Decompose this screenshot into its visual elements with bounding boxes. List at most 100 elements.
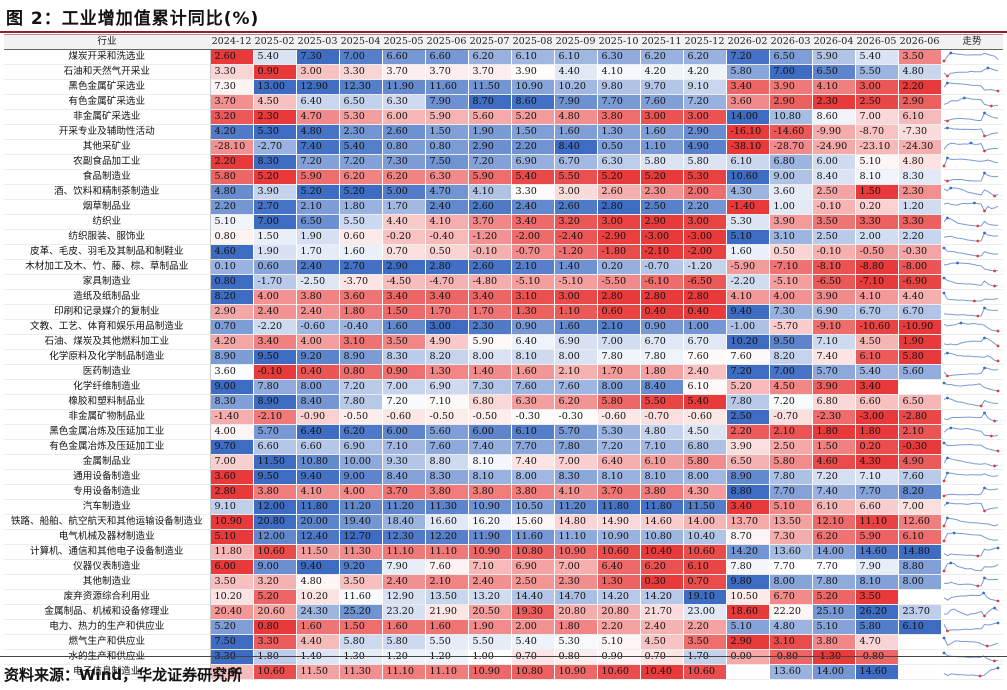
- table-row: 汽车制造业 9.10 12.00 11.80 11.20 11.20 11.30 10.90 1…: [4, 499, 1003, 515]
- value-cell: 13.60: [769, 664, 813, 680]
- sparkline-path: [943, 202, 998, 212]
- value-cell: 2.90: [683, 124, 727, 140]
- value-cell: 8.30: [210, 394, 254, 410]
- value-cell: 3.40: [726, 79, 770, 95]
- value-cell: 9.30: [382, 454, 426, 470]
- value-cell: 1.60: [511, 364, 555, 380]
- value-cell: 8.70: [468, 94, 512, 110]
- sparkline-path: [943, 442, 998, 452]
- sparkline-max-marker: [982, 231, 986, 235]
- value-cell: [726, 664, 770, 680]
- value-cell: 8.00: [468, 349, 512, 365]
- value-cell: 10.40: [683, 529, 727, 545]
- value-cell: 8.30: [253, 154, 297, 170]
- value-cell: 5.90: [296, 169, 340, 185]
- sparkline-path: [943, 607, 998, 617]
- value-cell: 5.90: [855, 529, 899, 545]
- value-cell: 20.50: [468, 604, 512, 620]
- value-cell: 1.30: [597, 574, 641, 590]
- trend-cell: [941, 439, 1003, 455]
- value-cell: 3.70: [597, 484, 641, 500]
- value-cell: 3.00: [425, 319, 469, 335]
- sparkline-max-marker: [945, 126, 949, 130]
- value-cell: 6.00: [382, 109, 426, 125]
- value-cell: 6.60: [296, 439, 340, 455]
- value-cell: [898, 634, 942, 650]
- value-cell: 7.80: [554, 439, 598, 455]
- header-period: 2025-10: [597, 34, 640, 50]
- value-cell: 1.50: [253, 229, 297, 245]
- value-cell: 14.90: [597, 514, 641, 530]
- value-cell: 12.90: [382, 589, 426, 605]
- value-cell: 3.00: [554, 184, 598, 200]
- value-cell: 7.90: [382, 559, 426, 575]
- value-cell: 8.00: [511, 469, 555, 485]
- value-cell: 6.80: [812, 394, 856, 410]
- value-cell: 8.10: [468, 469, 512, 485]
- value-cell: 5.20: [253, 169, 297, 185]
- value-cell: 5.10: [726, 619, 770, 635]
- value-cell: 18.40: [382, 514, 426, 530]
- value-cell: 13.20: [468, 589, 512, 605]
- value-cell: 2.20: [898, 229, 942, 245]
- value-cell: 2.70: [253, 199, 297, 215]
- trend-sparkline: [943, 216, 998, 228]
- value-cell: 10.90: [554, 664, 598, 680]
- value-cell: 3.40: [511, 214, 555, 230]
- sparkline-path: [943, 367, 998, 377]
- value-cell: -1.80: [597, 244, 641, 260]
- value-cell: 4.40: [382, 214, 426, 230]
- value-cell: 4.70: [855, 634, 899, 650]
- value-cell: 8.00: [597, 379, 641, 395]
- value-cell: 7.00: [554, 454, 598, 470]
- value-cell: -7.30: [898, 124, 942, 140]
- value-cell: 1.80: [339, 199, 383, 215]
- value-cell: 14.60: [855, 664, 899, 680]
- value-cell: 7.70: [769, 559, 813, 575]
- value-cell: 1.50: [855, 184, 899, 200]
- value-cell: 0.10: [210, 259, 254, 275]
- value-cell: 6.10: [726, 154, 770, 170]
- value-cell: 3.50: [210, 574, 254, 590]
- value-cell: 26.20: [855, 604, 899, 620]
- value-cell: 3.30: [253, 634, 297, 650]
- value-cell: 8.00: [296, 379, 340, 395]
- value-cell: 6.20: [683, 49, 727, 65]
- value-cell: 4.80: [898, 64, 942, 80]
- value-cell: 10.90: [210, 514, 254, 530]
- value-cell: 9.40: [726, 304, 770, 320]
- sparkline-path: [943, 52, 998, 62]
- value-cell: 14.00: [726, 109, 770, 125]
- value-cell: 2.50: [812, 184, 856, 200]
- value-cell: 1.80: [253, 649, 297, 665]
- value-cell: 7.00: [339, 49, 383, 65]
- trend-sparkline: [942, 441, 999, 453]
- value-cell: 10.50: [726, 589, 770, 605]
- value-cell: 5.80: [855, 619, 899, 635]
- value-cell: -5.10: [511, 274, 555, 290]
- value-cell: 3.40: [726, 499, 770, 515]
- value-cell: 4.00: [296, 334, 340, 350]
- sparkline-min-marker: [996, 449, 999, 453]
- table-row: 金属制品业 7.00 11.50 10.80 10.00 9.30 8.80 8.10 7.40…: [4, 454, 1003, 470]
- value-cell: 0.80: [210, 229, 254, 245]
- table-row: 其他制造业 3.50 3.20 4.80 3.50 2.40 2.10 2.40 2.50 2.3…: [4, 574, 1003, 590]
- sparkline-path: [943, 517, 998, 527]
- value-cell: 2.90: [382, 259, 426, 275]
- value-cell: -38.10: [726, 139, 770, 155]
- value-cell: 2.20: [683, 619, 727, 635]
- value-cell: 6.00: [812, 154, 856, 170]
- value-cell: 7.20: [382, 394, 426, 410]
- value-cell: 5.10: [210, 529, 254, 545]
- value-cell: 8.70: [726, 529, 770, 545]
- value-cell: 19.30: [511, 604, 555, 620]
- value-cell: 7.10: [468, 559, 512, 575]
- header-period: 2024-12: [210, 34, 253, 50]
- value-cell: 8.90: [253, 394, 297, 410]
- value-cell: -28.70: [769, 139, 813, 155]
- value-cell: 2.40: [511, 199, 555, 215]
- value-cell: 4.10: [726, 289, 770, 305]
- value-cell: 5.50: [554, 169, 598, 185]
- value-cell: 10.20: [296, 589, 340, 605]
- value-cell: 1.60: [296, 619, 340, 635]
